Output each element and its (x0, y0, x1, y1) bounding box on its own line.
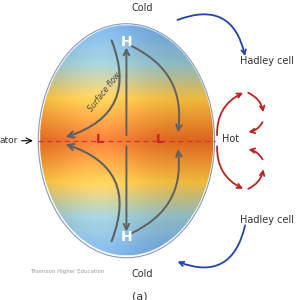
FancyArrowPatch shape (124, 50, 129, 135)
Text: Cold: Cold (131, 3, 153, 13)
FancyArrowPatch shape (217, 94, 241, 135)
FancyArrowPatch shape (250, 122, 262, 133)
Text: Surface flow: Surface flow (86, 70, 122, 113)
Text: Hadley cell: Hadley cell (241, 215, 295, 225)
FancyArrowPatch shape (248, 171, 264, 189)
Text: H: H (121, 230, 132, 244)
Text: Hadley cell: Hadley cell (241, 56, 295, 66)
FancyArrowPatch shape (248, 93, 264, 110)
FancyArrowPatch shape (250, 148, 262, 159)
FancyArrowPatch shape (217, 146, 241, 188)
Text: L: L (156, 133, 164, 146)
Text: L: L (96, 133, 104, 146)
FancyArrowPatch shape (178, 14, 246, 54)
Text: Hot: Hot (222, 134, 239, 144)
Text: H: H (121, 35, 132, 50)
FancyArrowPatch shape (179, 225, 245, 268)
FancyArrowPatch shape (68, 144, 120, 241)
Text: ator: ator (0, 136, 18, 145)
Text: Cold: Cold (131, 269, 153, 279)
Text: Thomson Higher Education: Thomson Higher Education (31, 269, 105, 275)
Text: (a): (a) (132, 291, 148, 300)
FancyArrowPatch shape (124, 146, 129, 230)
FancyArrowPatch shape (131, 151, 182, 233)
FancyArrowPatch shape (131, 46, 182, 130)
FancyArrowPatch shape (68, 40, 120, 137)
